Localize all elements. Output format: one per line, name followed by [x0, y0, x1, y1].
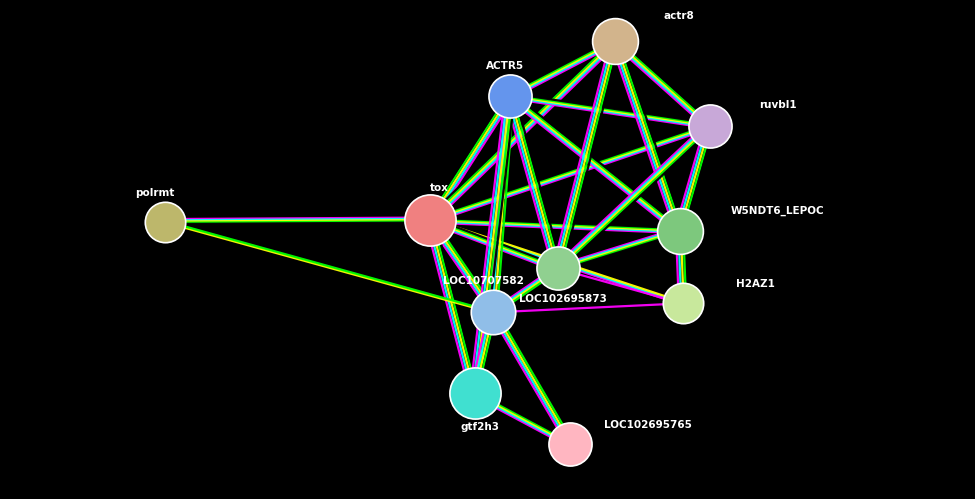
Point [157, 218, 173, 226]
Point [702, 122, 718, 130]
Text: actr8: actr8 [663, 11, 694, 21]
Text: LOC102695765: LOC102695765 [604, 420, 692, 430]
Point [607, 37, 623, 45]
Text: H2AZ1: H2AZ1 [736, 279, 775, 289]
Point [486, 308, 501, 316]
Point [563, 440, 578, 448]
Point [467, 389, 483, 397]
Point [675, 299, 690, 307]
Point [502, 92, 518, 100]
Text: LOC10707582: LOC10707582 [444, 276, 524, 286]
Text: W5NDT6_LEPOC: W5NDT6_LEPOC [730, 206, 824, 216]
Text: gtf2h3: gtf2h3 [460, 422, 499, 432]
Text: tox: tox [430, 183, 449, 193]
Text: LOC102695873: LOC102695873 [519, 294, 606, 304]
Text: polrmt: polrmt [136, 188, 175, 198]
Point [550, 264, 566, 272]
Point [422, 216, 438, 224]
Text: ruvbl1: ruvbl1 [760, 100, 797, 110]
Text: ACTR5: ACTR5 [486, 61, 525, 71]
Point [672, 227, 687, 235]
